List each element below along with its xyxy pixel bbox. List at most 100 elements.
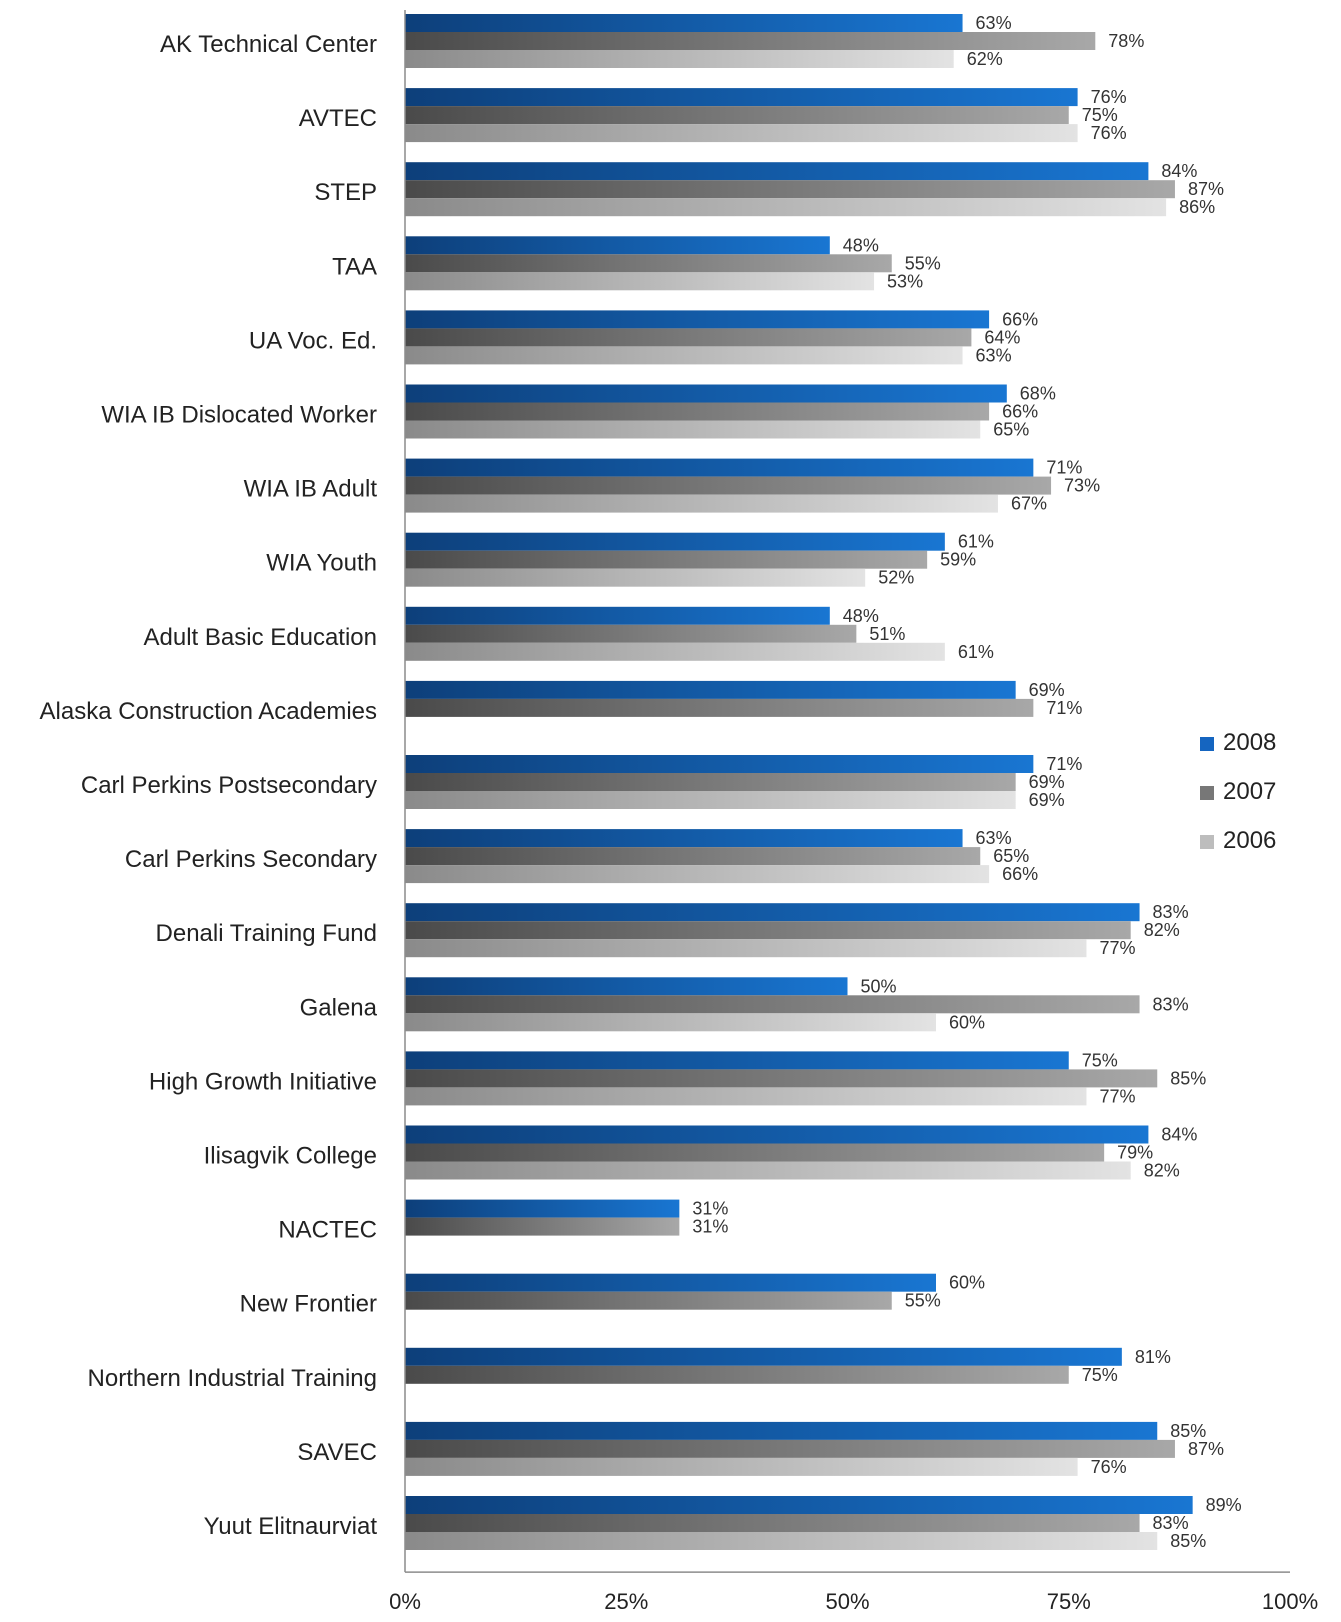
bar-2008 [405, 1347, 1122, 1366]
bar-2007 [405, 1439, 1175, 1458]
bar-2007 [405, 180, 1175, 199]
bar-2006 [405, 865, 990, 884]
legend: 2008 2007 2006 [1200, 729, 1276, 854]
bar-2008 [405, 1125, 1149, 1144]
category-label: Yuut Elitnaurviat [204, 1513, 378, 1540]
category-label: High Growth Initiative [149, 1068, 377, 1095]
data-label-2008: 85% [1170, 1421, 1206, 1441]
data-label-2006: 63% [976, 345, 1012, 365]
bar-2007 [405, 847, 981, 866]
data-label-2008: 76% [1091, 87, 1127, 107]
data-label-2008: 31% [692, 1199, 728, 1219]
category-label: AK Technical Center [160, 31, 377, 58]
category-label: Carl Perkins Secondary [125, 846, 377, 873]
bar-2007 [405, 402, 990, 421]
category-label: Adult Basic Education [144, 624, 377, 651]
data-label-2006: 82% [1144, 1161, 1180, 1181]
data-label-2007: 83% [1153, 994, 1189, 1014]
data-label-2006: 53% [887, 271, 923, 291]
category-label: NACTEC [278, 1217, 377, 1244]
legend-label-2006: 2006 [1223, 827, 1276, 854]
data-label-2008: 75% [1082, 1050, 1118, 1070]
bar-2006 [405, 420, 981, 439]
data-label-2006: 76% [1091, 1457, 1127, 1477]
data-label-2006: 65% [993, 420, 1029, 440]
data-label-2008: 48% [843, 606, 879, 626]
bar-2007 [405, 1069, 1158, 1088]
data-label-2007: 66% [1002, 402, 1038, 422]
data-label-2006: 77% [1099, 1086, 1135, 1106]
bar-2007 [405, 921, 1131, 940]
bar-2006 [405, 1532, 1158, 1550]
data-label-2008: 81% [1135, 1347, 1171, 1367]
bar-2008 [405, 1273, 936, 1292]
bar-2007 [405, 476, 1052, 495]
bar-2008 [405, 236, 830, 255]
category-label: UA Voc. Ed. [249, 327, 377, 354]
data-label-2006: 76% [1091, 123, 1127, 143]
bar-2008 [405, 458, 1034, 477]
bar-2007 [405, 1291, 892, 1310]
data-label-2007: 64% [984, 327, 1020, 347]
data-label-2007: 85% [1170, 1068, 1206, 1088]
bar-2008 [405, 1199, 680, 1218]
bar-2008 [405, 680, 1016, 699]
data-label-2007: 71% [1046, 698, 1082, 718]
data-label-2006: 69% [1029, 790, 1065, 810]
data-label-2006: 52% [878, 568, 914, 588]
legend-label-2007: 2007 [1223, 778, 1276, 805]
data-label-2007: 55% [905, 253, 941, 273]
bar-2006 [405, 939, 1087, 958]
data-label-2007: 31% [692, 1217, 728, 1237]
data-label-2008: 60% [949, 1273, 985, 1293]
bar-2008 [405, 310, 990, 329]
bar-2006 [405, 1013, 936, 1032]
x-tick-label: 50% [825, 1589, 869, 1614]
bar-2008 [405, 1421, 1158, 1440]
x-tick-label: 0% [389, 1589, 421, 1614]
data-label-2008: 83% [1153, 902, 1189, 922]
data-label-2006: 85% [1170, 1531, 1206, 1551]
data-label-2008: 71% [1046, 754, 1082, 774]
category-label: Ilisagvik College [204, 1143, 377, 1170]
category-label: Denali Training Fund [156, 920, 377, 947]
category-label: Galena [300, 994, 378, 1021]
data-label-2007: 78% [1108, 31, 1144, 51]
bar-2008 [405, 755, 1034, 773]
bar-2008 [405, 829, 963, 848]
data-label-2007: 51% [869, 624, 905, 644]
data-label-2007: 55% [905, 1291, 941, 1311]
bar-2008 [405, 14, 963, 32]
bar-2007 [405, 32, 1096, 50]
bar-2007 [405, 1365, 1069, 1384]
data-label-2008: 63% [976, 828, 1012, 848]
bar-2007 [405, 1217, 680, 1236]
category-label: WIA IB Adult [244, 476, 378, 503]
x-tick-label: 75% [1047, 1589, 1091, 1614]
category-label: AVTEC [299, 105, 377, 132]
bar-2006 [405, 198, 1167, 217]
category-label: SAVEC [297, 1439, 377, 1466]
data-label-2008: 63% [976, 13, 1012, 33]
category-label: STEP [314, 179, 377, 206]
bar-2006 [405, 568, 866, 587]
category-label: Alaska Construction Academies [40, 698, 378, 725]
category-label: Carl Perkins Postsecondary [81, 772, 377, 799]
bar-2008 [405, 1496, 1193, 1514]
data-label-2007: 82% [1144, 920, 1180, 940]
bar-2006 [405, 1087, 1087, 1106]
data-label-2007: 79% [1117, 1143, 1153, 1163]
bar-2008 [405, 903, 1140, 922]
bar-2007 [405, 550, 928, 569]
data-label-2006: 67% [1011, 494, 1047, 514]
bar-2008 [405, 532, 945, 551]
category-label: TAA [332, 253, 377, 280]
bar-2006 [405, 1161, 1131, 1180]
legend-label-2008: 2008 [1223, 729, 1276, 756]
legend-swatch-2006 [1200, 835, 1214, 849]
data-label-2008: 66% [1002, 309, 1038, 329]
bar-2007 [405, 106, 1069, 125]
bar-2008 [405, 977, 848, 996]
data-label-2007: 65% [993, 846, 1029, 866]
